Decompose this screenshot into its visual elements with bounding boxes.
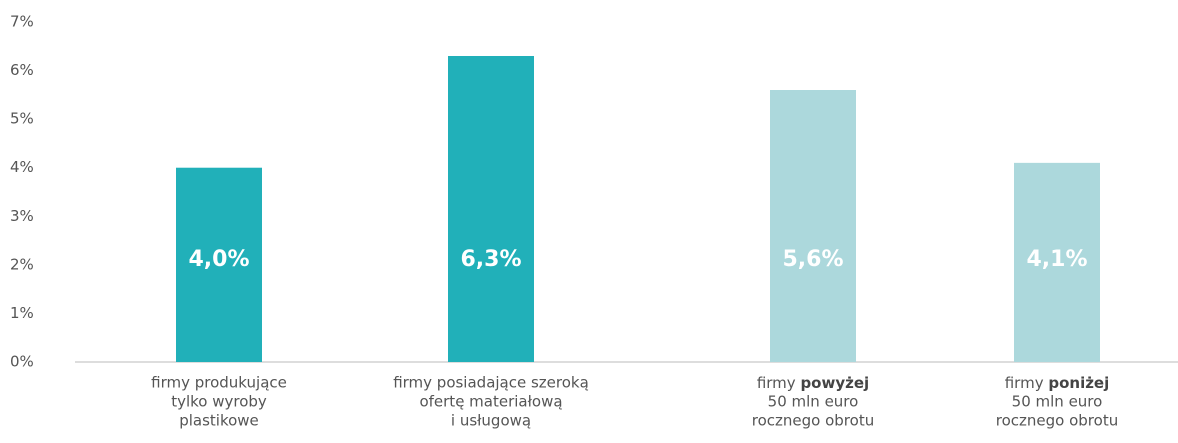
label-part: firmy bbox=[757, 374, 801, 392]
x-tick-label: firmy produkujące bbox=[151, 374, 287, 392]
value-label: 6,3% bbox=[460, 247, 521, 272]
value-label: 4,1% bbox=[1026, 247, 1087, 272]
y-tick-label: 6% bbox=[10, 61, 34, 79]
label-part: firmy bbox=[1005, 374, 1049, 392]
x-tick-label: tylko wyroby bbox=[171, 393, 267, 411]
y-tick-label: 1% bbox=[10, 304, 34, 322]
bar bbox=[448, 56, 534, 362]
y-tick-label: 0% bbox=[10, 353, 34, 371]
label-part: powyżej bbox=[800, 374, 869, 392]
x-tick-label: rocznego obrotu bbox=[752, 412, 874, 430]
x-tick-label: ofertę materiałową bbox=[419, 393, 562, 411]
y-tick-label: 3% bbox=[10, 207, 34, 225]
label-part: poniżej bbox=[1048, 374, 1109, 392]
x-tick-label: rocznego obrotu bbox=[996, 412, 1118, 430]
x-tick-label: firmy posiadające szeroką bbox=[393, 374, 589, 392]
bar bbox=[176, 167, 262, 362]
value-label: 5,6% bbox=[782, 247, 843, 272]
x-tick-label: firmy powyżej bbox=[757, 374, 869, 392]
y-tick-label: 5% bbox=[10, 110, 34, 128]
value-label: 4,0% bbox=[188, 247, 249, 272]
y-tick-label: 4% bbox=[10, 158, 34, 176]
bar bbox=[1014, 162, 1100, 362]
x-tick-label: firmy poniżej bbox=[1005, 374, 1110, 392]
x-tick-label: 50 mln euro bbox=[1012, 393, 1103, 411]
y-tick-label: 7% bbox=[10, 13, 34, 31]
y-tick-label: 2% bbox=[10, 255, 34, 273]
x-tick-label: 50 mln euro bbox=[768, 393, 859, 411]
x-tick-label: plastikowe bbox=[179, 412, 259, 430]
bar bbox=[770, 90, 856, 362]
x-tick-label: i usługową bbox=[451, 412, 531, 430]
